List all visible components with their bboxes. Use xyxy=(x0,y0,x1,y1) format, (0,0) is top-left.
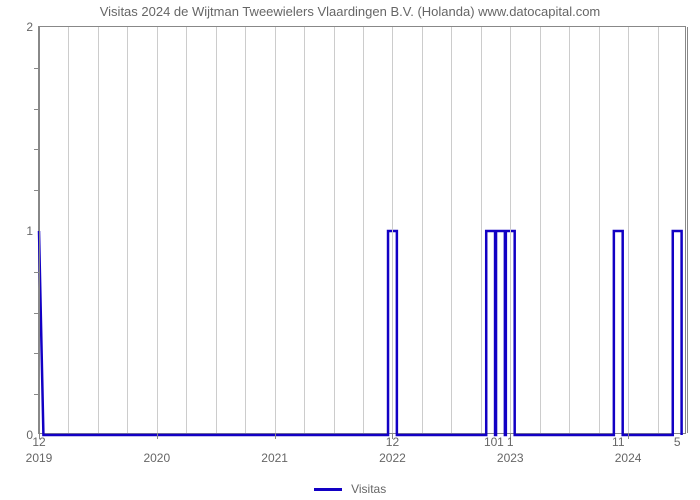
data-point-label: 1 xyxy=(507,435,514,449)
gridline-vertical xyxy=(68,27,69,433)
legend: Visitas xyxy=(0,481,700,496)
gridline-vertical xyxy=(510,27,511,433)
gridline-vertical xyxy=(127,27,128,433)
gridline-vertical xyxy=(569,27,570,433)
chart-title: Visitas 2024 de Wijtman Tweewielers Vlaa… xyxy=(0,4,700,19)
gridline-vertical xyxy=(157,27,158,433)
y-axis-minor-tick xyxy=(34,109,39,110)
gridline-vertical xyxy=(599,27,600,433)
gridline-vertical xyxy=(540,27,541,433)
gridline-vertical xyxy=(481,27,482,433)
y-axis-minor-tick xyxy=(34,394,39,395)
gridline-vertical xyxy=(216,27,217,433)
x-axis-tick xyxy=(157,433,158,439)
gridline-vertical xyxy=(687,27,688,433)
x-axis-tick-label: 2022 xyxy=(379,451,406,465)
y-axis-minor-tick xyxy=(34,68,39,69)
gridline-vertical xyxy=(658,27,659,433)
data-point-label: 10 xyxy=(484,435,497,449)
gridline-vertical xyxy=(245,27,246,433)
visits-chart: Visitas 2024 de Wijtman Tweewielers Vlaa… xyxy=(0,0,700,500)
legend-label: Visitas xyxy=(351,482,386,496)
data-point-label: 11 xyxy=(612,435,624,449)
x-axis-tick-label: 2019 xyxy=(26,451,53,465)
x-axis-tick-label: 2021 xyxy=(261,451,288,465)
x-axis-tick-label: 2023 xyxy=(497,451,524,465)
gridline-vertical xyxy=(392,27,393,433)
gridline-vertical xyxy=(334,27,335,433)
y-axis-minor-tick xyxy=(34,272,39,273)
data-point-label: 12 xyxy=(32,435,45,449)
gridline-vertical xyxy=(451,27,452,433)
gridline-vertical xyxy=(98,27,99,433)
x-axis-tick-label: 2024 xyxy=(615,451,642,465)
gridline-vertical xyxy=(628,27,629,433)
data-point-label: 5 xyxy=(674,435,681,449)
plot-area: 01220192020202120222023202412121011115 xyxy=(38,26,686,434)
y-axis-minor-tick xyxy=(34,190,39,191)
data-point-label: 12 xyxy=(386,435,399,449)
gridline-vertical xyxy=(39,27,40,433)
gridline-vertical xyxy=(275,27,276,433)
y-axis-minor-tick xyxy=(34,149,39,150)
legend-swatch xyxy=(314,488,342,491)
gridline-vertical xyxy=(186,27,187,433)
y-axis-minor-tick xyxy=(34,353,39,354)
y-axis-minor-tick xyxy=(34,313,39,314)
gridline-vertical xyxy=(422,27,423,433)
x-axis-tick xyxy=(628,433,629,439)
gridline-vertical xyxy=(304,27,305,433)
gridline-vertical xyxy=(363,27,364,433)
y-axis-tick-label: 1 xyxy=(26,224,33,238)
data-point-label: 1 xyxy=(497,435,504,449)
x-axis-tick xyxy=(275,433,276,439)
x-axis-tick-label: 2020 xyxy=(143,451,170,465)
y-axis-tick-label: 2 xyxy=(26,20,33,34)
